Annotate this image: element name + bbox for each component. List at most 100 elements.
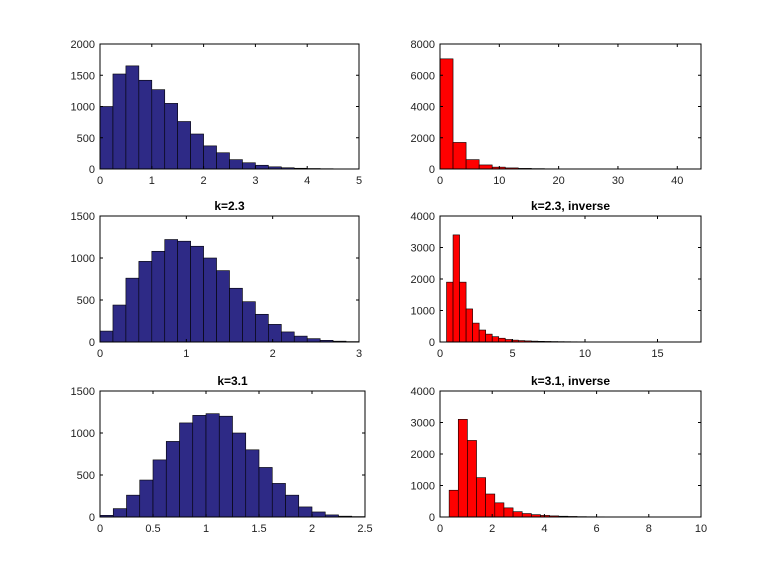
histogram-bar <box>280 331 295 343</box>
y-tick-label: 4000 <box>411 386 435 398</box>
x-tick-label: 2.5 <box>357 523 372 535</box>
y-tick-label: 3000 <box>411 243 435 255</box>
histogram-bar <box>306 338 321 343</box>
histogram-bar <box>285 494 300 518</box>
histogram-bar <box>476 477 486 518</box>
histogram-bar <box>293 335 308 343</box>
x-tick-label: 2 <box>489 523 495 535</box>
histogram-panel-1: 0 1 2 3 4 5 0 500 1000 1500 2000 <box>71 39 363 187</box>
histogram-bar <box>478 164 493 170</box>
histogram-bar <box>268 324 282 343</box>
y-tick-label: 500 <box>77 133 95 145</box>
x-tick-label: 2 <box>201 175 207 187</box>
histogram-bar <box>242 162 256 170</box>
y-tick-label: 0 <box>429 512 435 524</box>
y-tick-label: 0 <box>429 164 435 176</box>
axes-box <box>99 215 360 343</box>
histogram-bar <box>205 413 220 518</box>
y-tick-label: 0 <box>89 512 95 524</box>
histogram-bar <box>255 313 269 343</box>
histogram-bar <box>112 508 127 518</box>
histogram-bar <box>229 159 243 170</box>
x-tick-label: 10 <box>493 175 505 187</box>
histogram-bar <box>472 322 480 343</box>
histogram-bar <box>164 103 178 170</box>
plot-area <box>440 216 701 342</box>
y-tick-label: 500 <box>77 295 95 307</box>
histogram-bar <box>112 304 127 343</box>
histogram-bar <box>99 330 114 343</box>
panel-title: k=2.3 <box>214 199 245 213</box>
histogram-bar <box>452 142 467 170</box>
histogram-bar <box>446 281 454 343</box>
x-tick-label: 40 <box>671 175 683 187</box>
x-tick-label: 20 <box>553 175 565 187</box>
x-tick-label: 30 <box>612 175 624 187</box>
histogram-bar <box>465 308 473 343</box>
histogram-bar <box>125 65 140 170</box>
histogram-bar <box>452 234 460 343</box>
y-tick-label: 6000 <box>411 70 435 82</box>
y-tick-label: 8000 <box>411 39 435 51</box>
x-tick-label: 1.5 <box>251 523 266 535</box>
x-tick-label: 10 <box>579 348 591 360</box>
histogram-bar <box>498 337 506 343</box>
histogram-panel-4: 0 5 10 15 0 1000 2000 3000 4000 k=2.3, inverse <box>411 199 702 360</box>
histogram-bar <box>216 152 230 170</box>
histogram-bar <box>457 419 468 518</box>
histogram-bar <box>485 493 496 518</box>
histogram-bar <box>448 489 459 518</box>
histogram-bar <box>512 511 523 518</box>
x-tick-label: 0 <box>97 348 103 360</box>
y-tick-label: 0 <box>89 164 95 176</box>
x-tick-label: 1 <box>203 523 209 535</box>
histogram-bar <box>494 502 505 518</box>
y-tick-label: 3000 <box>411 418 435 430</box>
histogram-bar <box>164 239 178 343</box>
y-tick-label: 0 <box>89 337 95 349</box>
x-tick-label: 2 <box>309 523 315 535</box>
histogram-bar <box>190 133 204 170</box>
y-tick-label: 4000 <box>411 102 435 114</box>
histogram-bar <box>218 415 233 518</box>
x-tick-label: 5 <box>356 175 362 187</box>
histogram-bar <box>139 479 154 518</box>
x-tick-label: 0 <box>437 175 443 187</box>
histogram-bar <box>125 277 140 343</box>
x-tick-label: 1 <box>149 175 155 187</box>
histogram-bar <box>216 270 230 343</box>
histogram-panel-3: 0 1 2 3 0 500 1000 1500 k=2.3 <box>71 199 363 360</box>
x-tick-label: 0 <box>97 523 103 535</box>
y-tick-label: 2000 <box>411 274 435 286</box>
x-tick-label: 5 <box>509 348 515 360</box>
axes-box <box>99 390 366 518</box>
histogram-bar <box>245 449 260 518</box>
histogram-bar <box>126 494 141 518</box>
histogram-bar <box>179 422 194 518</box>
histogram-bar <box>467 440 477 518</box>
histogram-bar <box>165 441 180 518</box>
x-tick-label: 4 <box>304 175 310 187</box>
histogram-bar <box>521 513 532 518</box>
plot-area <box>440 44 701 169</box>
histogram-bar <box>485 333 493 343</box>
histogram-bar <box>258 467 273 518</box>
histogram-bar <box>491 336 500 343</box>
histogram-bar <box>229 287 243 343</box>
y-tick-label: 500 <box>77 470 95 482</box>
x-tick-label: 0.5 <box>145 523 160 535</box>
x-tick-label: 0 <box>437 523 443 535</box>
y-tick-label: 1500 <box>71 70 95 82</box>
y-tick-label: 2000 <box>411 133 435 145</box>
histogram-panel-5: 0 0.5 1 1.5 2 2.5 0 500 1000 1500 k=3.1 <box>71 374 373 535</box>
histogram-bar <box>271 483 286 518</box>
panel-title: k=3.1, inverse <box>531 374 610 388</box>
histogram-bar <box>177 121 191 170</box>
histogram-bar <box>151 89 166 170</box>
x-tick-label: 15 <box>651 348 663 360</box>
x-tick-label: 4 <box>541 523 547 535</box>
histogram-bar <box>232 432 247 518</box>
x-tick-label: 0 <box>437 348 443 360</box>
histogram-bar <box>465 159 480 170</box>
